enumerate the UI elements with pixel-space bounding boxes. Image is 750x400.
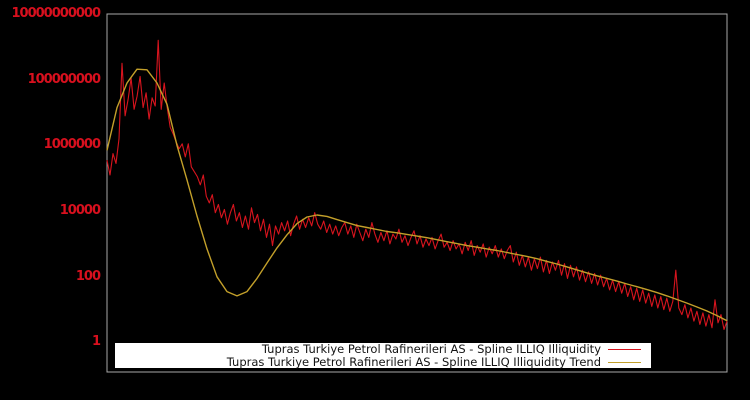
y-tick-label-1: 1 bbox=[91, 334, 101, 349]
legend-item-trend: Tupras Turkiye Petrol Rafinerileri AS - … bbox=[119, 356, 643, 368]
legend-item-illiquidity: Tupras Turkiye Petrol Rafinerileri AS - … bbox=[119, 343, 643, 355]
y-tick-label-1e2: 100 bbox=[75, 269, 101, 284]
y-tick-label-1e4: 10000 bbox=[59, 203, 101, 218]
y-tick-label-1e10: 10000000000 bbox=[11, 6, 102, 21]
series-group bbox=[106, 39, 728, 330]
plot-border bbox=[106, 13, 728, 373]
legend-label-trend: Tupras Turkiye Petrol Rafinerileri AS - … bbox=[226, 355, 601, 369]
legend-label-illiquidity: Tupras Turkiye Petrol Rafinerileri AS - … bbox=[261, 342, 601, 356]
y-tick-label-1e6: 1000000 bbox=[43, 137, 101, 152]
chart-legend: Tupras Turkiye Petrol Rafinerileri AS - … bbox=[115, 343, 651, 368]
y-tick-label-1e8: 100000000 bbox=[27, 72, 101, 87]
legend-line-swatch-trend bbox=[608, 361, 641, 363]
illiquidity-line bbox=[106, 39, 728, 330]
trend-line bbox=[106, 68, 728, 322]
legend-line-swatch-illiquidity bbox=[608, 348, 641, 350]
